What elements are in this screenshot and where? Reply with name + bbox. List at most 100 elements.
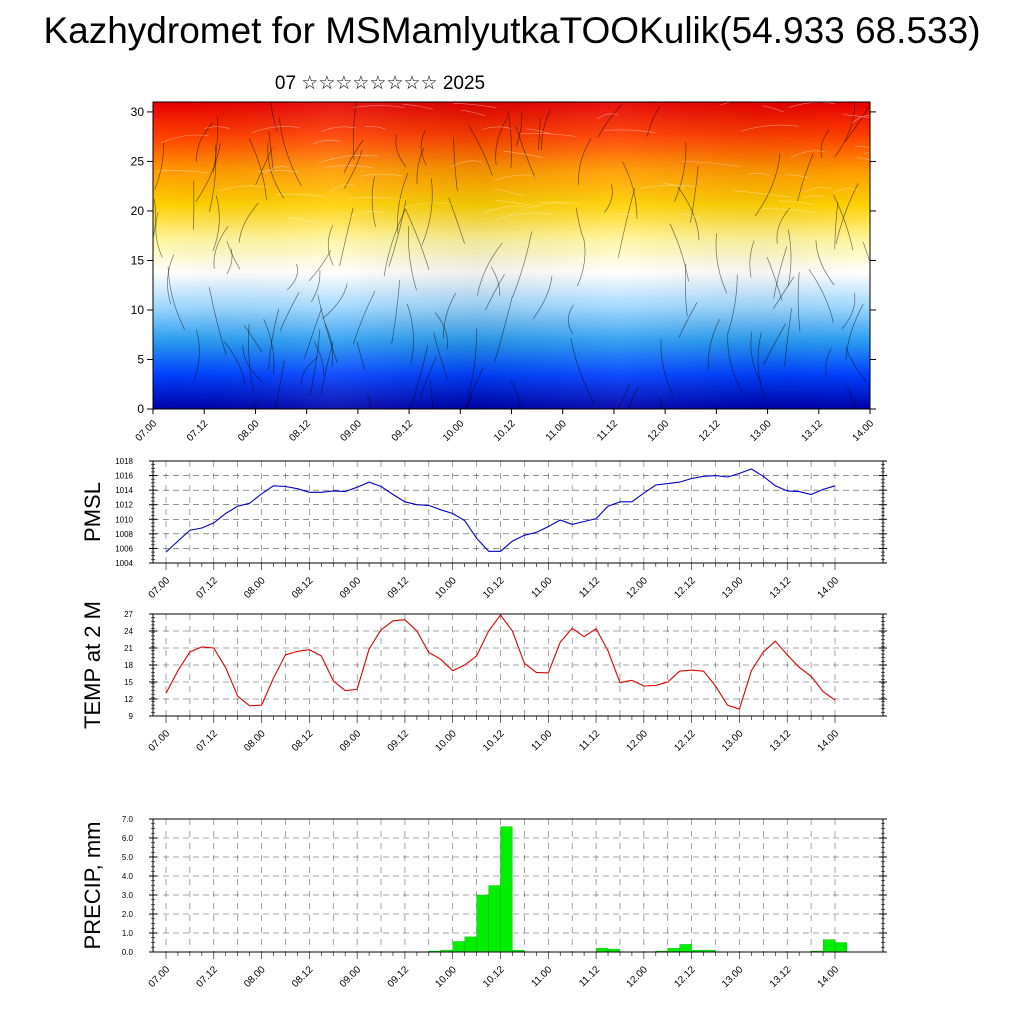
x-tick-label: 10.12 — [492, 418, 518, 444]
streamline-light — [161, 134, 210, 144]
streamline-light — [733, 190, 790, 198]
y-tick-label: 1.0 — [122, 929, 134, 938]
x-tick-label: 08.12 — [290, 728, 316, 754]
streamline — [278, 117, 302, 187]
y-tick-label: 7.0 — [122, 815, 134, 824]
streamline — [356, 341, 366, 371]
streamline — [395, 134, 407, 168]
x-tick-label: 12.00 — [646, 418, 672, 444]
streamline — [833, 195, 854, 251]
y-tick-label: 1018 — [115, 457, 133, 466]
streamline — [213, 226, 229, 269]
streamline — [773, 276, 795, 309]
streamline-light — [495, 200, 539, 207]
y-tick-label: 5 — [137, 352, 144, 366]
y-tick-label: 15 — [124, 678, 133, 687]
streamline — [510, 380, 522, 409]
precip-bar — [464, 936, 477, 953]
streamline — [844, 106, 870, 142]
streamline-light — [662, 182, 685, 189]
streamline — [515, 125, 536, 178]
x-tick-label: 07.00 — [134, 418, 160, 444]
streamline — [507, 110, 512, 168]
x-tick-label: 09.12 — [386, 964, 412, 990]
x-tick-label: 11.12 — [595, 418, 620, 443]
streamline — [311, 269, 321, 303]
streamline-light — [784, 174, 811, 179]
streamline — [660, 338, 674, 396]
streamline-light — [353, 105, 405, 108]
streamline-light — [790, 150, 826, 159]
streamline — [344, 149, 363, 189]
y-tick-label: 30 — [131, 105, 145, 119]
streamline-light — [679, 213, 701, 219]
x-tick-label: 10.00 — [433, 728, 459, 754]
streamline — [495, 117, 508, 166]
x-tick-label: 11.12 — [577, 964, 602, 989]
precip-panel: 0.0 1.0 2.0 3.0 4.0 5.0 6.0 7.0 07.00 07.12 08.00 0… — [80, 815, 887, 990]
y-tick-label: 10 — [131, 303, 145, 317]
streamline — [512, 231, 533, 298]
streamline — [754, 153, 781, 217]
precip-bar — [834, 942, 848, 953]
streamline-light — [461, 109, 486, 117]
streamline — [267, 142, 284, 199]
streamline — [570, 338, 595, 405]
streamline — [567, 304, 574, 335]
streamline — [707, 319, 720, 371]
y-tick-label: 4.0 — [122, 872, 134, 881]
streamline — [515, 112, 523, 147]
streamline-light — [347, 211, 386, 218]
streamline — [275, 359, 285, 409]
streamline — [578, 138, 592, 185]
streamline — [797, 153, 814, 202]
streamline — [834, 201, 839, 250]
streamline — [485, 274, 505, 311]
streamline — [727, 336, 743, 393]
streamline — [429, 380, 434, 409]
streamline-light — [218, 185, 269, 192]
streamline-light — [843, 114, 870, 119]
streamline — [308, 250, 332, 282]
streamline-light — [762, 208, 816, 213]
y-tick-label: 1010 — [115, 515, 133, 524]
streamline — [808, 269, 834, 323]
x-tick-label: 09.00 — [338, 964, 364, 990]
streamline — [465, 367, 484, 409]
streamline — [371, 176, 376, 228]
streamline — [154, 141, 164, 190]
x-tick-label: 11.00 — [529, 728, 554, 753]
streamline-light — [856, 157, 870, 161]
streamline — [196, 122, 213, 162]
y-tick-label: 2.0 — [122, 910, 134, 919]
streamline-light — [156, 170, 208, 174]
streamline — [208, 145, 217, 213]
streamline — [416, 147, 425, 184]
x-tick-label: 13.12 — [768, 964, 794, 990]
streamline — [324, 323, 334, 367]
streamline — [617, 188, 636, 258]
streamline — [300, 356, 319, 384]
streamline-light — [748, 172, 770, 176]
streamline — [776, 207, 791, 244]
streamline — [715, 233, 728, 294]
streamline — [286, 263, 298, 291]
y-tick-label: 0.0 — [122, 948, 134, 957]
streamline-light — [251, 126, 300, 134]
streamline — [646, 105, 661, 137]
x-tick-label: 08.12 — [287, 418, 313, 444]
y-tick-label: 5.0 — [122, 853, 134, 862]
chart-title: Kazhydromet for MSMamlyutkaTOOKulik(54.9… — [43, 10, 981, 51]
x-tick-label: 07.12 — [194, 728, 220, 754]
streamline-light — [851, 115, 870, 124]
chart-subtitle: 07 ☆☆☆☆☆☆☆☆ 2025 — [274, 73, 486, 94]
x-tick-label: 12.12 — [697, 418, 723, 444]
x-tick-label: 10.00 — [433, 575, 459, 601]
streamline — [787, 229, 792, 287]
streamline-light — [494, 188, 526, 197]
x-tick-label: 12.12 — [672, 728, 698, 754]
streamline-light — [364, 125, 386, 130]
x-tick-label: 11.12 — [577, 575, 602, 600]
x-tick-label: 11.00 — [529, 575, 554, 600]
streamline — [846, 386, 856, 409]
